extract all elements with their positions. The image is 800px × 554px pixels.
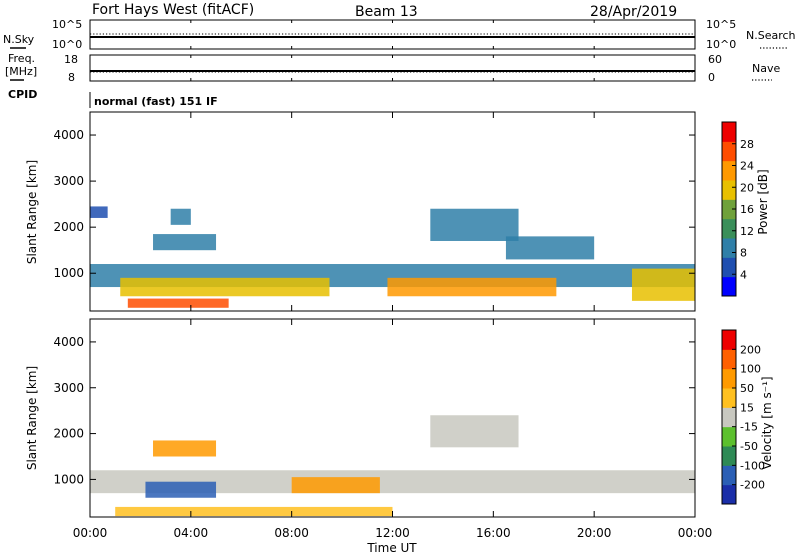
echo-region bbox=[170, 208, 191, 225]
colorbar-tick-label: 24 bbox=[740, 160, 754, 173]
colorbar-tick-label: -15 bbox=[740, 421, 758, 434]
y-tick-label: 2000 bbox=[53, 220, 84, 234]
colorbar-segment bbox=[722, 160, 736, 181]
colorbar-segment bbox=[722, 180, 736, 200]
velocity-colorbar: 200 100 50 15 -15 -50 -100 -200 bbox=[721, 329, 765, 505]
freq-panel-frame bbox=[89, 54, 696, 82]
colorbar-segment bbox=[722, 257, 736, 278]
x-tick-label: 00:00 bbox=[73, 526, 108, 540]
y-tick-label: 1000 bbox=[53, 266, 84, 280]
power-colorbar-label: Power [dB] bbox=[756, 169, 770, 234]
colorbar-segment bbox=[722, 407, 736, 428]
echo-region bbox=[120, 277, 330, 297]
colorbar-segment bbox=[722, 199, 736, 220]
echo-region bbox=[291, 477, 380, 494]
colorbar-segment bbox=[722, 276, 736, 297]
y-tick-label: 4000 bbox=[53, 335, 84, 349]
velocity-y-axis: 1000 2000 3000 4000 bbox=[53, 335, 695, 486]
colorbar-tick-label: -200 bbox=[740, 479, 765, 492]
colorbar-tick-label: 28 bbox=[740, 138, 754, 151]
echo-region bbox=[631, 268, 695, 301]
power-heatmap bbox=[90, 206, 695, 308]
colorbar-segment bbox=[722, 330, 736, 350]
sky-left-tick-bottom: 10^0 bbox=[52, 38, 82, 51]
x-tick-label: 00:00 bbox=[678, 526, 713, 540]
colorbar-frame bbox=[721, 329, 737, 505]
y-tick-label: 3000 bbox=[53, 381, 84, 395]
colorbar-segment bbox=[722, 218, 736, 239]
cpid-value: normal (fast) 151 IF bbox=[94, 95, 218, 108]
sky-right-label: N.Search bbox=[746, 29, 796, 42]
sky-trace bbox=[90, 33, 695, 38]
echo-region bbox=[153, 440, 217, 457]
echo-region bbox=[430, 208, 519, 241]
x-tick-label: 04:00 bbox=[174, 526, 209, 540]
x-tick-label: 08:00 bbox=[274, 526, 309, 540]
power-y-label: Slant Range [km] bbox=[25, 160, 39, 264]
colorbar-tick-label: -100 bbox=[740, 459, 765, 472]
colorbar-tick-label: 12 bbox=[740, 225, 754, 238]
sky-right-tick-top: 10^5 bbox=[706, 18, 736, 31]
power-colorbar: 4 8 12 16 20 24 28 bbox=[721, 121, 754, 297]
freq-tick-top: 18 bbox=[64, 53, 78, 66]
power-y-axis: 1000 2000 3000 4000 bbox=[53, 128, 695, 280]
nave-tick-top: 60 bbox=[708, 53, 722, 66]
y-tick-label: 3000 bbox=[53, 174, 84, 188]
freq-tick-bottom: 8 bbox=[68, 71, 75, 84]
colorbar-tick-label: 15 bbox=[740, 401, 754, 414]
echo-region bbox=[505, 236, 595, 260]
time-x-axis: 00:00 04:00 08:00 12:00 16:00 20:00 00:00 bbox=[73, 20, 713, 540]
echo-region bbox=[115, 506, 393, 517]
echo-region bbox=[430, 415, 519, 448]
x-tick-label: 20:00 bbox=[577, 526, 612, 540]
colorbar-tick-label: 50 bbox=[740, 382, 754, 395]
date-title: 28/Apr/2019 bbox=[590, 4, 677, 20]
echo-region bbox=[90, 470, 695, 494]
colorbar-segment bbox=[722, 426, 736, 447]
x-tick-label: 16:00 bbox=[476, 526, 511, 540]
colorbar-segment bbox=[722, 484, 736, 505]
colorbar-segment bbox=[722, 446, 736, 466]
sky-right-tick-bottom: 10^0 bbox=[706, 38, 736, 51]
colorbar-tick-label: 16 bbox=[740, 203, 754, 216]
colorbar-tick-label: 20 bbox=[740, 181, 754, 194]
colorbar-segment bbox=[722, 388, 736, 408]
echo-region bbox=[387, 277, 557, 297]
sky-left-label: N.Sky bbox=[3, 33, 35, 46]
colorbar-segment bbox=[722, 349, 736, 370]
colorbar-segment bbox=[722, 141, 736, 162]
colorbar-tick-label: -50 bbox=[740, 440, 758, 453]
velocity-y-label: Slant Range [km] bbox=[25, 366, 39, 470]
cpid-label: CPID bbox=[8, 88, 37, 101]
colorbar-tick-label: 4 bbox=[740, 268, 747, 281]
y-tick-label: 1000 bbox=[53, 472, 84, 486]
nave-label: Nave bbox=[752, 62, 780, 75]
echo-region bbox=[153, 234, 217, 251]
colorbar-tick-label: 200 bbox=[740, 343, 761, 356]
colorbar-tick-label: 100 bbox=[740, 363, 761, 376]
colorbar-segment bbox=[722, 465, 736, 486]
sky-left-tick-top: 10^5 bbox=[52, 18, 82, 31]
nave-tick-bottom: 0 bbox=[708, 71, 715, 84]
x-tick-label: 12:00 bbox=[375, 526, 410, 540]
colorbar-segment bbox=[722, 368, 736, 389]
y-tick-label: 4000 bbox=[53, 128, 84, 142]
station-title: Fort Hays West (fitACF) bbox=[92, 2, 254, 18]
colorbar-tick-label: 8 bbox=[740, 247, 747, 260]
freq-label-1: Freq. bbox=[8, 52, 35, 65]
velocity-colorbar-label: Velocity [m s⁻¹] bbox=[760, 376, 774, 469]
x-axis-label: Time UT bbox=[366, 541, 417, 554]
velocity-heatmap bbox=[90, 415, 695, 517]
colorbar-segment bbox=[722, 122, 736, 142]
beam-title: Beam 13 bbox=[355, 4, 418, 20]
echo-region bbox=[90, 206, 108, 218]
colorbar-segment bbox=[722, 238, 736, 258]
y-tick-label: 2000 bbox=[53, 427, 84, 441]
freq-trace bbox=[90, 70, 695, 73]
freq-label-2: [MHz] bbox=[5, 65, 37, 78]
echo-region bbox=[145, 481, 217, 498]
echo-region bbox=[127, 298, 229, 308]
